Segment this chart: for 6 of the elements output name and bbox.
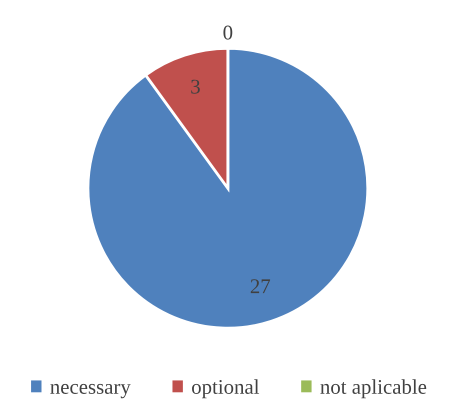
legend-label: necessary	[50, 384, 131, 398]
legend-label: not aplicable	[320, 379, 426, 398]
data-label: 3	[191, 80, 200, 94]
data-label: 27	[250, 279, 270, 294]
legend-label: optional	[192, 379, 260, 398]
text: 0	[223, 26, 232, 40]
